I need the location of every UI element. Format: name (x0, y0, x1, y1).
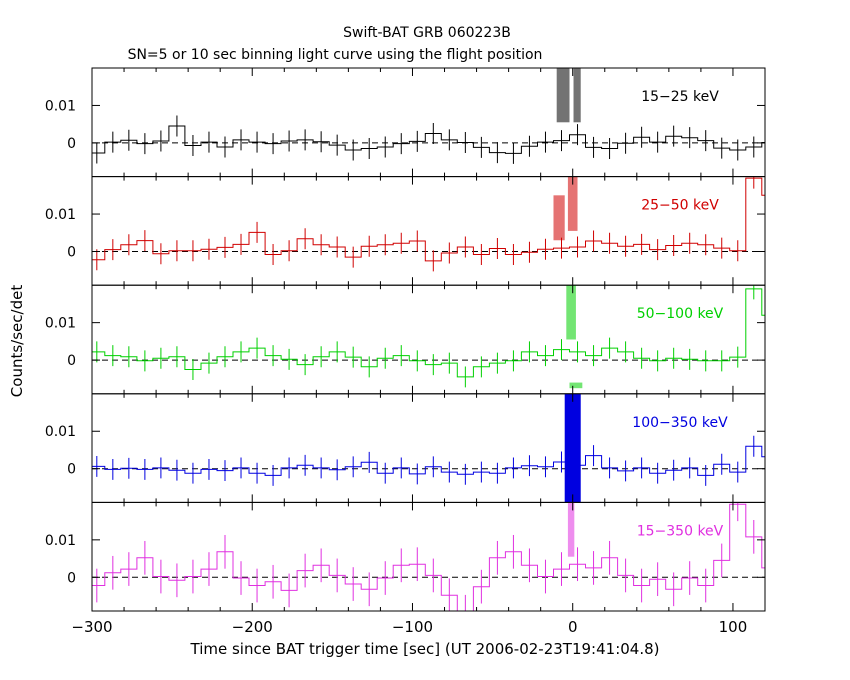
panels-group: 0 0.01 15−25 keV 0 0.01 25−50 keV 0 0.01 50−100 … (45, 67, 766, 636)
chart-title: Swift-BAT GRB 060223B (343, 25, 511, 41)
y-tick-label: 0 (67, 244, 76, 260)
y-tick-label: 0 (67, 353, 76, 369)
chart-subtitle: SN=5 or 10 sec binning light curve using… (128, 47, 543, 63)
y-axis-label: Counts/sec/det (8, 285, 26, 398)
panel-frame (91, 501, 766, 612)
burst-spike (556, 68, 570, 123)
panel-energy-label: 25−50 keV (641, 198, 719, 214)
y-tick-label: 0.01 (45, 207, 76, 223)
light-curve-line (92, 503, 765, 611)
panel-1: 0 0.01 15−25 keV (45, 67, 766, 178)
data-series-3 (92, 285, 765, 389)
data-series-4 (92, 393, 765, 503)
panel-4: 0 0.01 100−350 keV (45, 393, 766, 503)
data-series-5 (92, 502, 765, 611)
data-series-2 (92, 176, 765, 272)
light-curve-line (92, 288, 765, 378)
panel-3: 0 0.01 50−100 keV (45, 284, 766, 395)
burst-spike (573, 68, 581, 123)
y-tick-label: 0 (67, 570, 76, 586)
burst-spike (569, 382, 583, 389)
y-tick-label: 0.01 (45, 533, 76, 549)
panel-energy-label: 50−100 keV (637, 306, 724, 322)
burst-spike (567, 502, 575, 557)
data-series-1 (92, 68, 765, 164)
light-curve-line (92, 125, 765, 154)
y-tick-label: 0 (67, 462, 76, 478)
burst-spike (564, 393, 581, 503)
panel-energy-label: 100−350 keV (632, 415, 728, 431)
y-tick-label: 0.01 (45, 424, 76, 440)
burst-spike (566, 285, 576, 340)
burst-spike (553, 195, 565, 241)
x-tick-label: −100 (392, 618, 433, 636)
y-tick-label: 0.01 (45, 316, 76, 332)
y-tick-label: 0 (67, 136, 76, 152)
x-tick-label: −200 (232, 618, 273, 636)
x-tick-label: 0 (568, 618, 578, 636)
burst-spike (567, 176, 578, 231)
x-axis-label: Time since BAT trigger time [sec] (UT 20… (190, 640, 660, 658)
panel-2: 0 0.01 25−50 keV (45, 176, 766, 286)
panel-energy-label: 15−25 keV (641, 89, 719, 105)
x-tick-label: −300 (71, 618, 112, 636)
light-curve-line (92, 445, 765, 476)
y-tick-label: 0.01 (45, 98, 76, 114)
x-tick-label: 100 (719, 618, 748, 636)
panel-5: 0 0.01 15−350 keV (45, 501, 766, 612)
panel-energy-label: 15−350 keV (637, 523, 724, 539)
light-curve-line (92, 177, 765, 262)
